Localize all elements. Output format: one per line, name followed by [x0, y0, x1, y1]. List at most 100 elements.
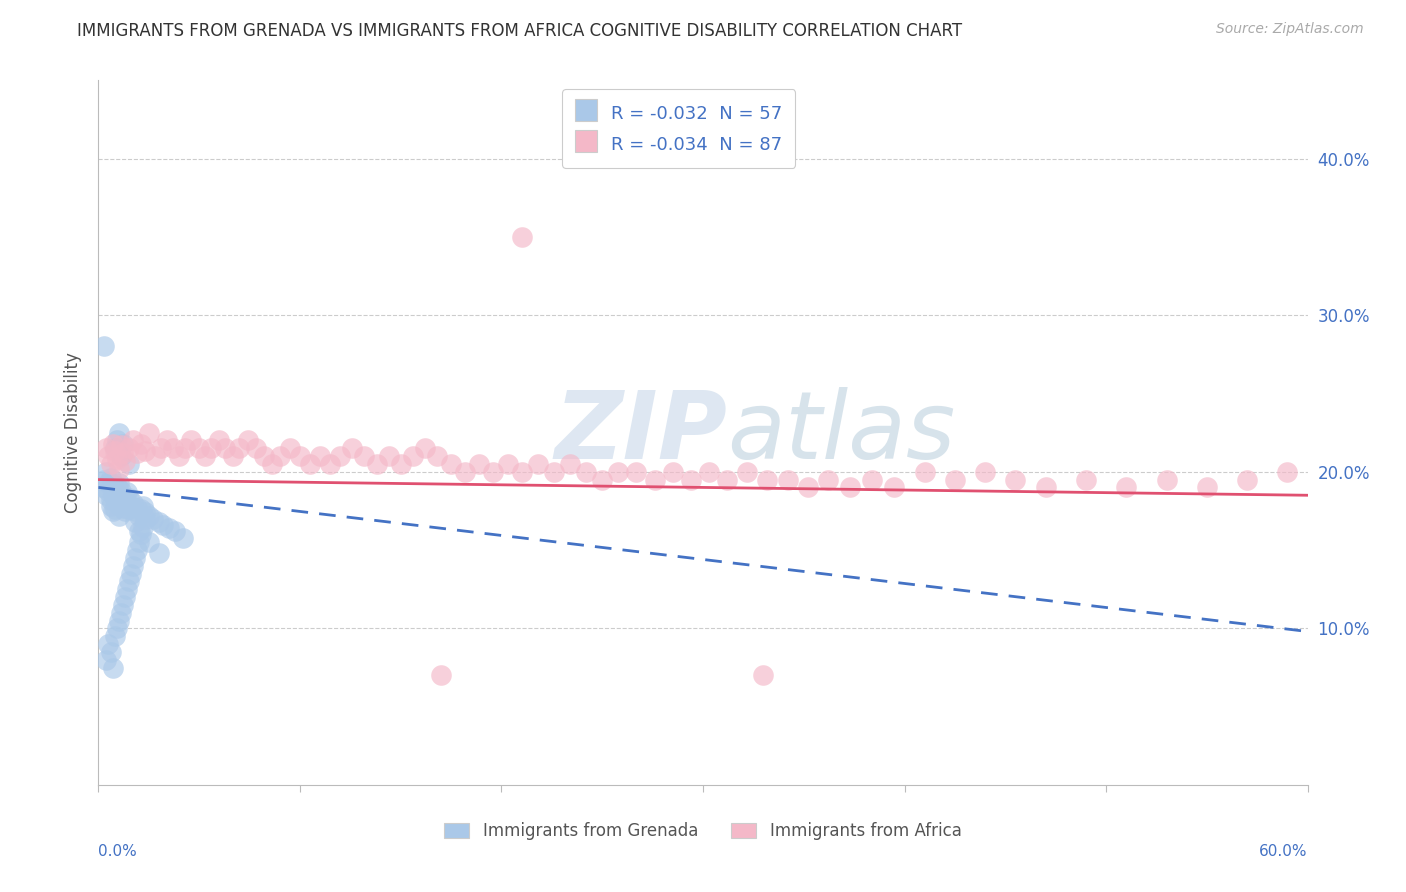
Point	[97, 475, 120, 490]
Point	[752, 668, 775, 682]
Point	[118, 491, 141, 506]
Point	[105, 434, 128, 448]
Point	[644, 473, 666, 487]
Point	[402, 449, 425, 463]
Point	[105, 621, 128, 635]
Point	[188, 442, 211, 456]
Point	[288, 449, 311, 463]
Point	[756, 473, 779, 487]
Point	[118, 442, 141, 456]
Point	[100, 471, 122, 485]
Point	[626, 465, 648, 479]
Point	[111, 500, 134, 515]
Point	[558, 457, 581, 471]
Point	[914, 465, 936, 479]
Point	[118, 457, 141, 471]
Point	[96, 465, 118, 479]
Point	[377, 449, 399, 463]
Text: Source: ZipAtlas.com: Source: ZipAtlas.com	[1216, 22, 1364, 37]
Point	[468, 457, 491, 471]
Point	[105, 490, 128, 504]
Point	[105, 479, 128, 493]
Legend: Immigrants from Grenada, Immigrants from Africa: Immigrants from Grenada, Immigrants from…	[437, 816, 969, 847]
Point	[110, 438, 132, 452]
Point	[111, 490, 134, 504]
Point	[697, 465, 720, 479]
Point	[105, 452, 128, 467]
Point	[253, 449, 276, 463]
Point	[111, 598, 134, 612]
Point	[366, 457, 388, 471]
Point	[278, 442, 301, 456]
Point	[342, 442, 364, 456]
Point	[111, 436, 134, 450]
Point	[260, 457, 283, 471]
Point	[132, 519, 155, 533]
Point	[482, 465, 505, 479]
Point	[121, 434, 143, 448]
Point	[1004, 473, 1026, 487]
Point	[172, 531, 194, 545]
Point	[107, 486, 129, 500]
Point	[107, 498, 129, 512]
Point	[607, 465, 630, 479]
Point	[575, 465, 598, 479]
Point	[943, 473, 966, 487]
Point	[214, 442, 236, 456]
Point	[115, 582, 138, 597]
Point	[111, 446, 134, 460]
Point	[125, 543, 148, 558]
Point	[100, 457, 122, 471]
Point	[245, 442, 267, 456]
Point	[96, 653, 118, 667]
Point	[389, 457, 412, 471]
Point	[661, 465, 683, 479]
Point	[1156, 473, 1178, 487]
Point	[138, 508, 160, 523]
Point	[510, 465, 533, 479]
Point	[118, 574, 141, 589]
Point	[134, 506, 156, 520]
Point	[97, 637, 120, 651]
Point	[128, 535, 150, 549]
Point	[103, 491, 125, 506]
Point	[129, 436, 152, 450]
Point	[125, 500, 148, 515]
Point	[101, 477, 124, 491]
Point	[129, 502, 152, 516]
Point	[162, 442, 184, 456]
Point	[543, 465, 565, 479]
Point	[91, 480, 114, 494]
Point	[100, 492, 122, 507]
Point	[143, 449, 166, 463]
Point	[118, 502, 141, 516]
Point	[114, 454, 136, 468]
Text: atlas: atlas	[727, 387, 956, 478]
Point	[319, 457, 342, 471]
Point	[124, 515, 146, 529]
Point	[776, 473, 799, 487]
Point	[103, 444, 125, 458]
Point	[148, 515, 170, 529]
Point	[860, 473, 883, 487]
Point	[128, 508, 150, 523]
Point	[115, 496, 138, 510]
Point	[124, 504, 146, 518]
Point	[107, 461, 129, 475]
Point	[299, 457, 322, 471]
Point	[132, 500, 155, 514]
Point	[716, 473, 738, 487]
Point	[152, 518, 174, 533]
Point	[101, 660, 124, 674]
Point	[100, 645, 122, 659]
Point	[149, 442, 172, 456]
Point	[107, 475, 129, 490]
Point	[110, 449, 132, 463]
Y-axis label: Cognitive Disability: Cognitive Disability	[65, 352, 83, 513]
Point	[114, 491, 136, 506]
Point	[125, 446, 148, 460]
Point	[107, 508, 129, 523]
Point	[426, 449, 449, 463]
Point	[103, 482, 125, 496]
Point	[100, 500, 122, 514]
